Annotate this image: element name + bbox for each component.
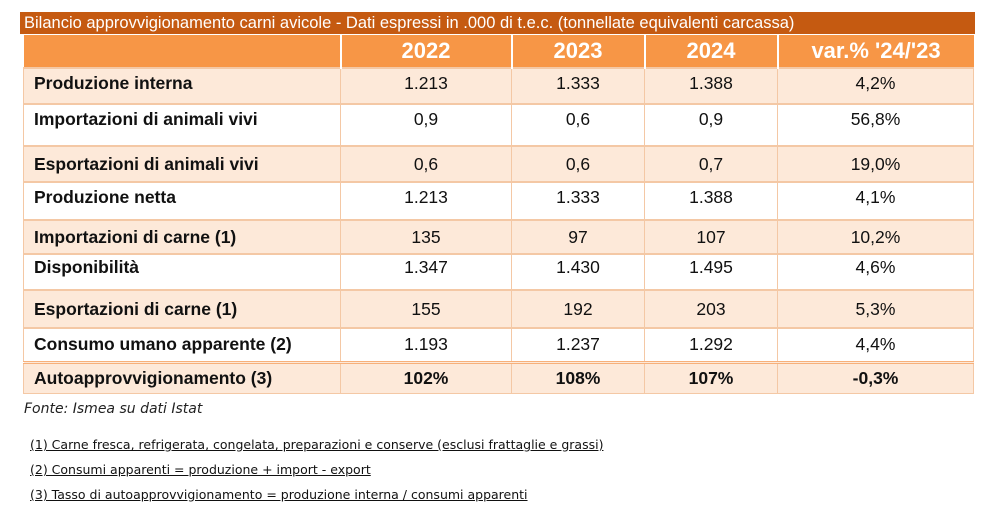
cell-2024: 0,9: [644, 103, 778, 146]
footnote-1: (1) Carne fresca, refrigerata, congelata…: [30, 437, 604, 452]
footnote-2: (2) Consumi apparenti = produzione + imp…: [30, 462, 371, 477]
cell-2024: 1.388: [644, 181, 778, 220]
cell-2023: 0,6: [511, 145, 645, 182]
cell-2024: 107%: [644, 360, 778, 394]
cell-variation: -0,3%: [777, 360, 974, 394]
cell-variation: 56,8%: [777, 103, 974, 146]
table-row: Esportazioni di carne (1) 155 192 203 5,…: [23, 289, 974, 328]
cell-variation: 4,2%: [777, 67, 974, 104]
cell-variation: 10,2%: [777, 219, 974, 254]
cell-2022: 1.213: [340, 67, 512, 104]
header-2023: 2023: [510, 35, 645, 68]
source-note: Fonte: Ismea su dati Istat: [24, 401, 203, 417]
cell-2023: 108%: [511, 360, 645, 394]
cell-2024: 1.388: [644, 67, 778, 104]
cell-variation: 5,3%: [777, 289, 974, 328]
cell-2023: 0,6: [511, 103, 645, 146]
table-row: Produzione netta 1.213 1.333 1.388 4,1%: [23, 181, 974, 220]
cell-variation: 4,4%: [777, 327, 974, 362]
table-row: Importazioni di carne (1) 135 97 107 10,…: [23, 219, 974, 254]
cell-2022: 102%: [340, 360, 512, 394]
cell-2024: 1.292: [644, 327, 778, 362]
cell-2022: 135: [340, 219, 512, 254]
cell-2024: 107: [644, 219, 778, 254]
cell-2023: 1.333: [511, 67, 645, 104]
header-label-col: [23, 35, 341, 68]
cell-2023: 192: [511, 289, 645, 328]
row-label: Esportazioni di animali vivi: [23, 145, 341, 182]
row-label: Consumo umano apparente (2): [23, 327, 341, 362]
table-row-total: Autoapprovvigionamento (3) 102% 108% 107…: [23, 360, 974, 394]
table-row: Consumo umano apparente (2) 1.193 1.237 …: [23, 327, 974, 362]
table-row: Esportazioni di animali vivi 0,6 0,6 0,7…: [23, 145, 974, 182]
cell-variation: 19,0%: [777, 145, 974, 182]
table-row: Produzione interna 1.213 1.333 1.388 4,2…: [23, 67, 974, 104]
supply-balance-table: 2022 2023 2024 var.% '24/'23 Produzione …: [23, 35, 974, 394]
cell-2022: 0,6: [340, 145, 512, 182]
header-2024: 2024: [643, 35, 778, 68]
cell-2024: 203: [644, 289, 778, 328]
cell-variation: 4,1%: [777, 181, 974, 220]
cell-2022: 1.213: [340, 181, 512, 220]
cell-2022: 1.193: [340, 327, 512, 362]
row-label: Importazioni di animali vivi: [23, 103, 341, 146]
cell-2022: 0,9: [340, 103, 512, 146]
cell-2024: 0,7: [644, 145, 778, 182]
row-label: Produzione interna: [23, 67, 341, 104]
cell-2022: 1.347: [340, 253, 512, 290]
row-label: Autoapprovvigionamento (3): [23, 360, 341, 394]
row-label: Produzione netta: [23, 181, 341, 220]
cell-2023: 1.237: [511, 327, 645, 362]
row-label: Importazioni di carne (1): [23, 219, 341, 254]
row-label: Disponibilità: [23, 253, 341, 290]
footnote-3: (3) Tasso di autoapprovvigionamento = pr…: [30, 487, 528, 502]
cell-2023: 97: [511, 219, 645, 254]
table-row: Importazioni di animali vivi 0,9 0,6 0,9…: [23, 103, 974, 146]
cell-2023: 1.333: [511, 181, 645, 220]
table-row: Disponibilità 1.347 1.430 1.495 4,6%: [23, 253, 974, 290]
cell-2022: 155: [340, 289, 512, 328]
cell-2024: 1.495: [644, 253, 778, 290]
header-row: 2022 2023 2024 var.% '24/'23: [23, 35, 974, 68]
cell-variation: 4,6%: [777, 253, 974, 290]
row-label: Esportazioni di carne (1): [23, 289, 341, 328]
cell-2023: 1.430: [511, 253, 645, 290]
table-title: Bilancio approvvigionamento carni avicol…: [20, 12, 975, 34]
header-variation: var.% '24/'23: [776, 35, 974, 68]
header-2022: 2022: [339, 35, 512, 68]
